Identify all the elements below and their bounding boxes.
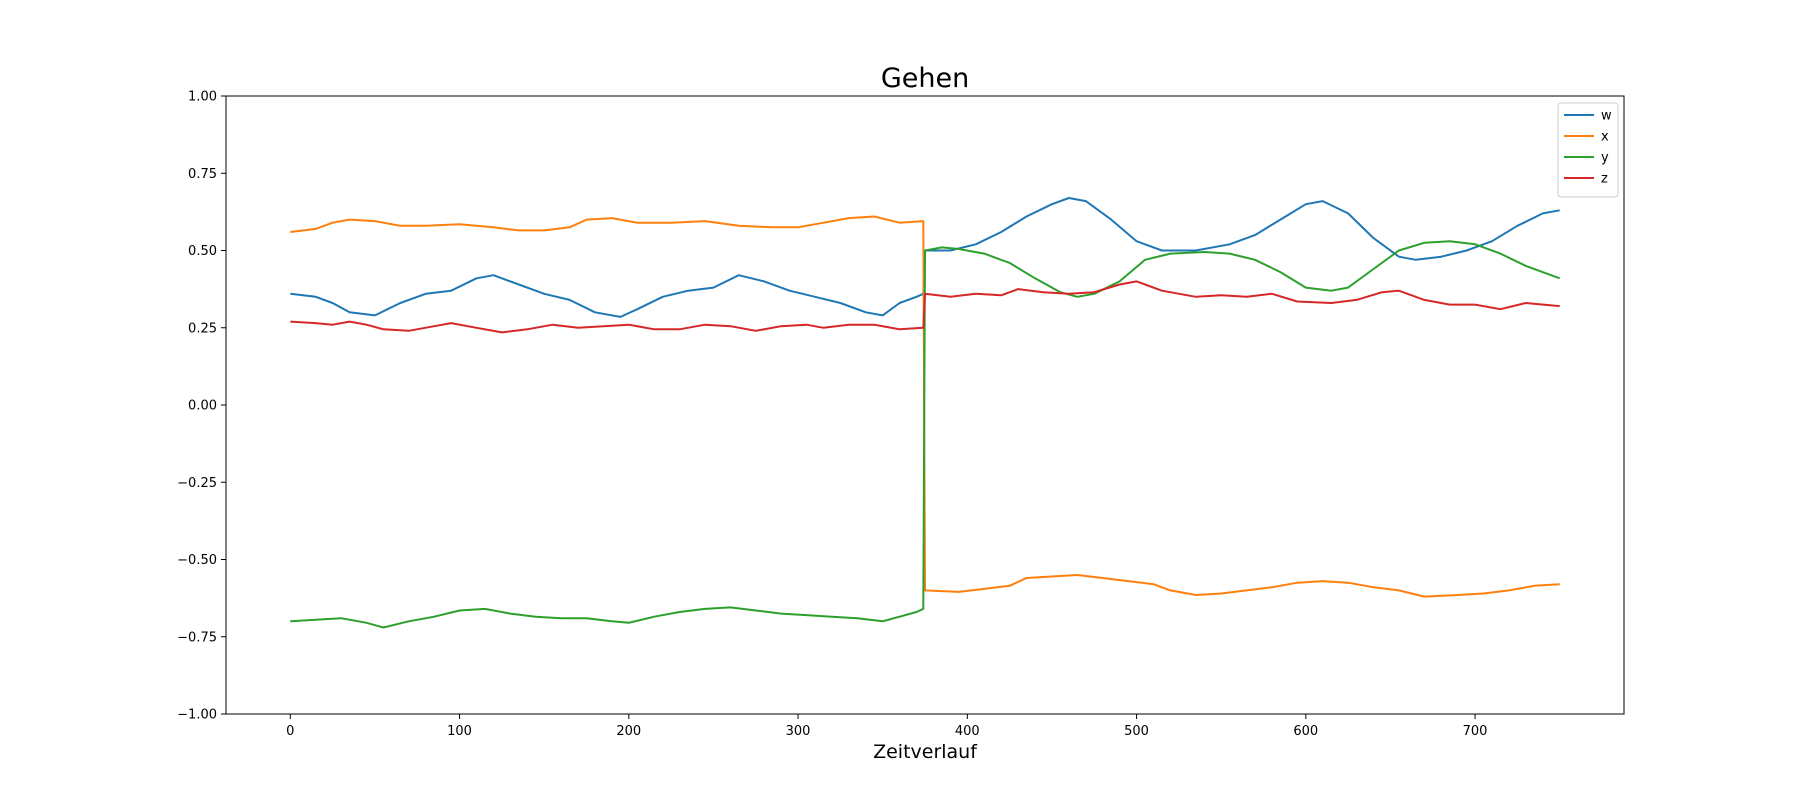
y-tick-label: 0.75 [188,167,217,182]
chart-title: Gehen [881,63,969,94]
y-tick-label: 0.00 [188,399,217,414]
x-tick-label: 400 [955,724,980,739]
x-tick-label: 0 [286,724,294,739]
x-tick-label: 300 [786,724,811,739]
series-line-y [290,240,1561,629]
y-tick-label: −0.50 [177,553,217,568]
x-tick-label: 700 [1463,724,1488,739]
legend-label-z: z [1601,172,1608,187]
legend-box [1557,102,1619,198]
y-tick-label: −0.75 [177,630,217,645]
x-tick-label: 600 [1293,724,1318,739]
x-tick-label: 100 [447,724,472,739]
axes-layer: 0 100 200 300 400 500 600 700 1.00 0.75 0.50 0.25 0.… [177,90,1625,739]
y-tick-label: 0.50 [188,244,217,259]
series-line-z [290,280,1560,334]
y-tick-label: 0.25 [188,321,217,336]
legend-label-w: w [1601,109,1612,124]
x-axis-label: Zeitverlauf [873,741,978,763]
x-tick-label: 200 [616,724,641,739]
y-tick-label: −0.25 [177,476,217,491]
y-tick-label: 1.00 [188,90,217,105]
legend-label-x: x [1601,130,1609,145]
series-line-x [290,215,1560,598]
legend-label-y: y [1601,151,1609,166]
series-line-w [290,197,1560,318]
series-layer [290,197,1561,629]
x-tick-label: 500 [1124,724,1149,739]
y-tick-label: −1.00 [177,708,217,723]
